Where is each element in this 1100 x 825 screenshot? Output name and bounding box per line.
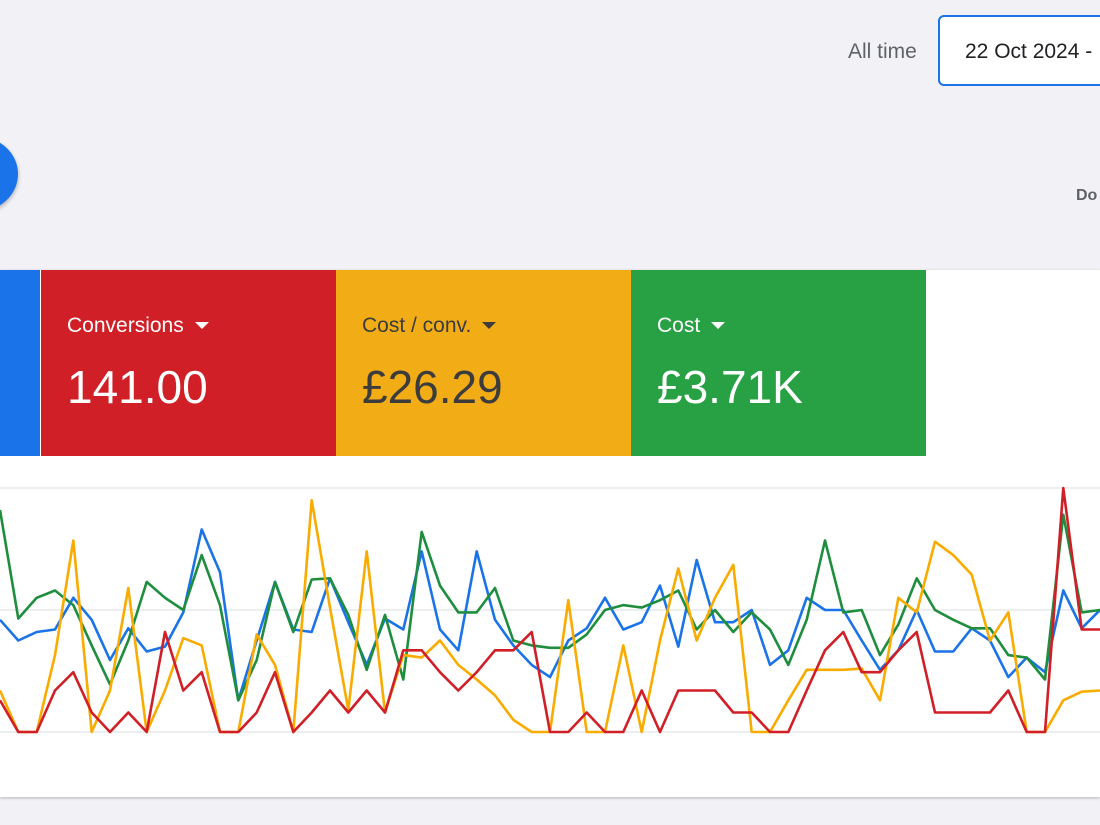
metric-value: £3.71K: [657, 361, 803, 413]
metric-card[interactable]: Cost / conv. £26.29: [336, 270, 631, 456]
metric-label[interactable]: Cost: [657, 314, 701, 337]
download-button[interactable]: Do: [1076, 187, 1098, 204]
metric-card[interactable]: Conversions 141.00: [41, 270, 336, 456]
metric-label[interactable]: Cost / conv.: [362, 314, 472, 337]
metric-value: £26.29: [362, 361, 503, 413]
series-line: [0, 498, 1100, 734]
metric-card[interactable]: Cost £3.71K: [631, 270, 926, 456]
dropdown-arrow[interactable]: [711, 322, 725, 329]
series-line: [0, 528, 1100, 702]
dropdown-arrow[interactable]: [195, 322, 209, 329]
range-label[interactable]: All time: [848, 40, 917, 63]
metric-value: 141.00: [67, 361, 208, 413]
series-line: [0, 509, 1100, 702]
date-range-box[interactable]: [938, 15, 1100, 86]
metric-label[interactable]: Conversions: [67, 314, 184, 337]
date-range[interactable]: 22 Oct 2024 -: [965, 40, 1093, 63]
dropdown-arrow[interactable]: [482, 322, 496, 329]
metric-card[interactable]: [0, 270, 40, 456]
series-line: [0, 486, 1100, 734]
